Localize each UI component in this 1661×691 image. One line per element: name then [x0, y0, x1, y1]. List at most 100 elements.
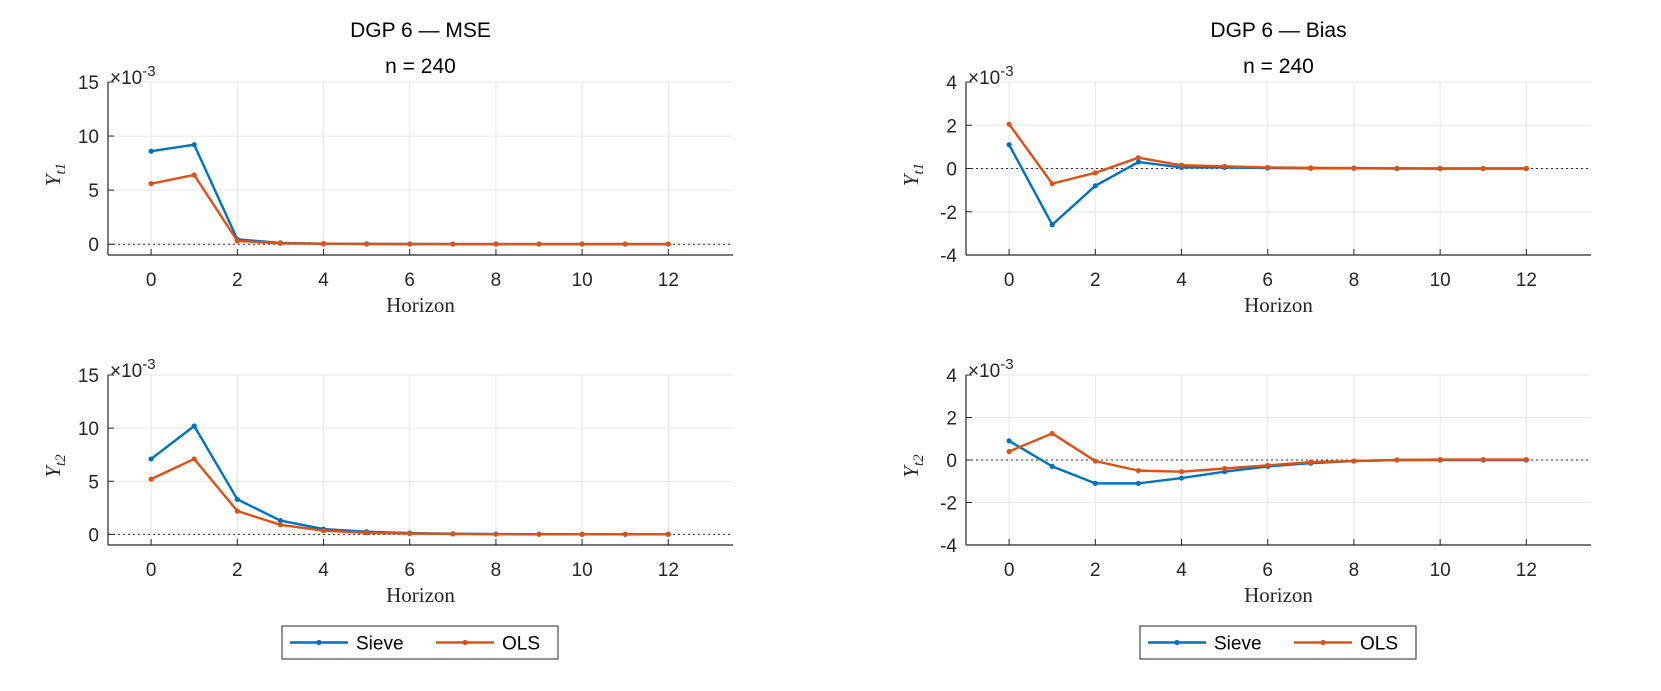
- x-axis-label: Horizon: [1244, 293, 1313, 317]
- x-tick-label: 4: [1176, 560, 1187, 581]
- axis-exponent-base: ×10: [110, 68, 142, 89]
- data-point-sieve: [234, 496, 240, 502]
- y-axis-label-symbol: Y: [899, 464, 923, 478]
- x-tick-label: 0: [146, 270, 157, 291]
- x-tick-label: 8: [491, 270, 502, 291]
- data-point-sieve: [1092, 183, 1098, 189]
- data-point-ols: [450, 241, 456, 247]
- x-tick-label: 10: [572, 560, 593, 581]
- x-tick-label: 2: [232, 560, 243, 581]
- data-point-ols: [1437, 165, 1443, 172]
- data-point-ols: [579, 241, 585, 247]
- chart-panel-3: 0 2 4 6 8 10 12 0 5 10 15 ×10-3 Horizon Yt2: [41, 356, 733, 607]
- y-tick-label: 15: [78, 73, 99, 94]
- legend-label-sieve: Sieve: [1214, 634, 1262, 655]
- data-point-ols: [277, 522, 284, 528]
- x-tick-label: 10: [1430, 560, 1451, 581]
- data-point-ols: [1178, 162, 1185, 168]
- data-point-ols: [234, 238, 240, 244]
- data-point-sieve: [191, 423, 197, 429]
- axis-exponent-power: -3: [1000, 63, 1013, 80]
- y-tick-label: 0: [946, 160, 957, 181]
- x-axis-label: Horizon: [386, 293, 455, 317]
- data-point-ols: [1222, 465, 1228, 472]
- chart-panel-4: 0 2 4 6 8 10 12 -4 -2 0 2 4 ×10-3 Horizon Yt2: [899, 356, 1591, 607]
- data-point-ols: [1049, 181, 1055, 187]
- data-point-sieve: [1006, 438, 1012, 444]
- x-tick-label: 0: [1004, 560, 1015, 581]
- y-axis-label: Yt2: [899, 454, 927, 478]
- x-tick-label: 8: [1349, 270, 1360, 291]
- data-point-sieve: [148, 456, 154, 462]
- data-point-sieve: [1178, 475, 1185, 481]
- data-point-ols: [320, 241, 327, 247]
- x-axis-label: Horizon: [1244, 583, 1313, 607]
- axis-exponent-power: -3: [142, 356, 155, 373]
- y-tick-label: 15: [78, 366, 99, 387]
- x-tick-label: 10: [572, 270, 593, 291]
- y-tick-label: 0: [88, 525, 99, 546]
- x-tick-label: 6: [1262, 270, 1273, 291]
- x-tick-label: 2: [1090, 270, 1101, 291]
- data-point-sieve: [191, 142, 197, 148]
- data-point-sieve: [148, 148, 154, 154]
- data-point-ols: [665, 531, 671, 537]
- data-point-ols: [1006, 121, 1012, 127]
- y-axis-label-symbol: Y: [41, 172, 65, 186]
- x-tick-label: 2: [232, 270, 243, 291]
- x-tick-label: 4: [318, 270, 329, 291]
- legend-2: Sieve OLS: [1139, 625, 1417, 660]
- legend-marker-sieve: [316, 639, 322, 646]
- data-point-ols: [1480, 456, 1486, 463]
- data-point-ols: [579, 531, 585, 537]
- data-point-ols: [277, 240, 284, 246]
- x-tick-label: 0: [1004, 270, 1015, 291]
- y-tick-label: 10: [78, 127, 99, 148]
- data-point-ols: [1394, 457, 1400, 463]
- legend-marker-ols: [462, 639, 468, 646]
- legend-marker-ols: [1320, 639, 1326, 646]
- y-tick-label: 4: [946, 366, 957, 387]
- data-point-ols: [493, 241, 499, 247]
- x-tick-label: 12: [1516, 560, 1537, 581]
- axis-exponent-label: ×10-3: [110, 356, 156, 382]
- x-tick-label: 8: [1349, 560, 1360, 581]
- chart-subtitle: n = 240: [385, 55, 456, 78]
- y-tick-label: 2: [946, 116, 957, 137]
- y-axis-label-subscript: t1: [911, 163, 927, 175]
- x-tick-label: 10: [1430, 270, 1451, 291]
- axis-exponent-power: -3: [1000, 356, 1013, 373]
- data-point-ols: [1308, 459, 1314, 465]
- axis-exponent-base: ×10: [110, 361, 142, 382]
- data-point-ols: [191, 172, 197, 178]
- legend-label-ols: OLS: [1360, 634, 1398, 655]
- x-tick-label: 12: [658, 560, 679, 581]
- data-point-ols: [1308, 165, 1314, 171]
- chart-title: DGP 6 — Bias: [1210, 19, 1346, 42]
- data-point-sieve: [1135, 480, 1142, 486]
- axis-exponent-label: ×10-3: [110, 63, 156, 89]
- data-point-ols: [364, 241, 370, 247]
- data-point-ols: [622, 531, 628, 537]
- x-tick-label: 6: [404, 270, 415, 291]
- data-point-ols: [1049, 430, 1055, 437]
- legend-label-sieve: Sieve: [356, 634, 404, 655]
- data-point-ols: [536, 531, 542, 537]
- data-point-sieve: [1006, 142, 1012, 148]
- data-point-ols: [1265, 462, 1271, 468]
- y-axis-label-symbol: Y: [41, 464, 65, 478]
- x-tick-label: 6: [404, 560, 415, 581]
- y-tick-label: 10: [78, 419, 99, 440]
- data-point-ols: [1265, 164, 1271, 171]
- y-tick-label: -2: [940, 494, 957, 515]
- data-point-ols: [450, 531, 456, 537]
- x-tick-label: 4: [1176, 270, 1187, 291]
- x-tick-label: 8: [491, 560, 502, 581]
- data-point-ols: [1092, 170, 1098, 176]
- x-tick-label: 12: [1516, 270, 1537, 291]
- data-point-sieve: [1049, 222, 1055, 228]
- x-axis-label: Horizon: [386, 583, 455, 607]
- data-point-ols: [1480, 165, 1486, 172]
- y-tick-label: -2: [940, 203, 957, 224]
- y-tick-label: 0: [946, 451, 957, 472]
